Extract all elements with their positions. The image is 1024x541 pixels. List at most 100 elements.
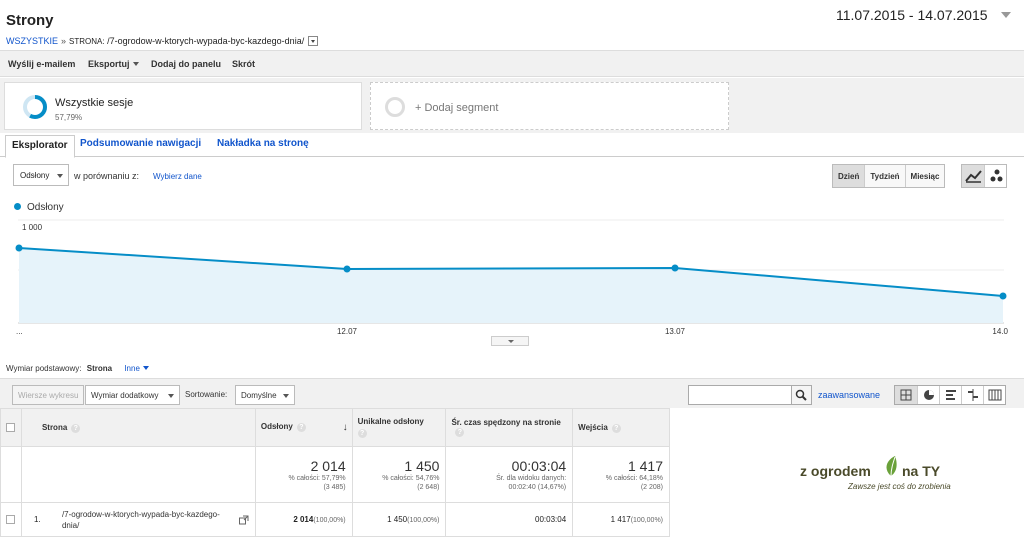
month-button[interactable]: Miesiąc (904, 165, 945, 187)
series-area (19, 248, 1003, 323)
chevron-down-icon[interactable] (1001, 12, 1011, 18)
header-pageviews[interactable]: Odsłony? ↓ (254, 408, 353, 447)
chart-legend: Odsłony (14, 202, 64, 213)
row-pageviews-value: 2 014 (293, 515, 314, 524)
secondary-dimension-select[interactable]: Wymiar dodatkowy (85, 385, 180, 405)
row-pageviews-pct: (100,00%) (313, 517, 346, 524)
row-page-link[interactable]: /7-ogrodow-w-ktorych-wypada-byc-kazdego-… (61, 509, 220, 530)
total-entrances-base: (2 208) (640, 483, 663, 491)
select-all-checkbox[interactable] (6, 423, 16, 432)
x-tick-label: 12.07 (337, 327, 358, 336)
tab-in-page-overlay[interactable]: Nakładka na stronę (217, 138, 309, 149)
metric-select[interactable]: Odsłony (13, 164, 69, 186)
data-point-2[interactable] (343, 265, 351, 273)
motion-chart-button[interactable] (985, 165, 1008, 187)
help-icon[interactable]: ? (455, 428, 465, 437)
total-entrances-value: 1 417 (627, 457, 663, 474)
breadcrumb: WSZYSTKIE» STRONA: /7-ogrodow-w-ktorych-w… (6, 36, 319, 46)
external-link-icon[interactable] (238, 515, 249, 525)
help-icon[interactable]: ? (71, 423, 81, 433)
add-segment-label: + Dodaj segment (415, 102, 499, 114)
segment-all-sessions[interactable]: Wszystkie sesje 57,79% (4, 82, 362, 130)
chevron-down-icon (283, 394, 289, 398)
plot-rows-button[interactable]: Wiersze wykresu (12, 385, 85, 405)
row-entrances: 1 417(100,00%) (572, 502, 670, 537)
chevron-down-icon (508, 340, 514, 343)
metric-select-value: Odsłony (20, 171, 50, 180)
series-dot-icon (14, 203, 21, 210)
header-entrances[interactable]: Wejścia? (572, 408, 670, 447)
segment-name: Wszystkie sesje (55, 97, 134, 109)
header-avg-time[interactable]: Śr. czas spędzony na stronie? (445, 408, 574, 447)
chart-resize-handle[interactable] (491, 336, 529, 346)
y-tick-label-top: 1 000 (22, 223, 43, 232)
row-index: 1. (33, 515, 41, 524)
legend-series-name: Odsłony (27, 202, 64, 213)
day-button[interactable]: Dzień (833, 165, 865, 187)
header-page-label: Strona (41, 422, 68, 432)
table-search-input[interactable] (688, 385, 812, 405)
total-unique-base: (2 648) (417, 483, 440, 491)
view-pie-button[interactable] (917, 386, 939, 404)
segment-donut-icon (23, 95, 47, 119)
add-to-dashboard-button[interactable]: Dodaj do panelu (151, 59, 222, 69)
row-avg-time: 00:03:04 (445, 502, 574, 537)
total-entrances-pct: % całości: 64,18% (605, 474, 663, 482)
primary-dimension-value[interactable]: Strona (86, 364, 113, 373)
total-pageviews-value: 2 014 (310, 457, 346, 474)
pie-icon (924, 390, 934, 400)
row-unique-value: 1 450 (387, 515, 408, 524)
report-tabs: Eksplorator Podsumowanie nawigacji Nakła… (0, 133, 1024, 158)
row-entrances-pct: (100,00%) (630, 517, 663, 524)
leaf-icon (886, 456, 897, 477)
help-icon[interactable]: ? (357, 429, 367, 438)
other-dimension-link[interactable]: Inne (124, 364, 140, 373)
primary-dimension-label: Wymiar podstawowy: (6, 364, 82, 373)
search-button[interactable] (791, 385, 812, 405)
logo-tagline: Zawsze jest coś do zrobienia (848, 482, 951, 491)
header-unique-pageviews[interactable]: Unikalne odsłony? (351, 408, 447, 447)
breadcrumb-dropdown-icon[interactable] (308, 36, 319, 46)
view-performance-button[interactable] (939, 386, 961, 404)
email-button[interactable]: Wyślij e-mailem (8, 59, 76, 69)
header-page[interactable]: Strona? (20, 408, 256, 447)
row-checkbox[interactable] (6, 515, 16, 524)
total-pageviews: 2 014 % całości: 57,79% (3 485) (254, 446, 353, 503)
add-segment-button[interactable]: + Dodaj segment (370, 82, 729, 130)
advanced-filter-link[interactable]: zaawansowane (818, 390, 881, 400)
sort-select-value: Domyślne (241, 391, 277, 400)
breadcrumb-separator: » (61, 36, 67, 46)
shortcut-button[interactable]: Skrót (232, 59, 256, 69)
totals-row: 2 014 % całości: 57,79% (3 485) 1 450 % … (0, 446, 670, 503)
data-point-3[interactable] (671, 264, 679, 272)
pivot-icon (988, 389, 1002, 401)
sort-select[interactable]: Domyślne (235, 385, 295, 405)
chevron-down-icon (142, 366, 149, 370)
page-title: Strony (6, 12, 54, 29)
data-point-4[interactable] (999, 292, 1007, 300)
export-button[interactable]: Eksportuj (88, 59, 139, 69)
row-entrances-value: 1 417 (610, 515, 631, 524)
header-avg-time-label: Śr. czas spędzony na stronie (451, 418, 561, 427)
x-tick-label: ... (16, 327, 23, 336)
line-chart-button[interactable] (962, 165, 985, 187)
report-header: Strony 11.07.2015 - 14.07.2015 WSZYSTKIE… (0, 0, 1024, 50)
comparison-icon (968, 389, 978, 401)
week-button[interactable]: Tydzień (864, 165, 904, 187)
help-icon[interactable]: ? (611, 423, 621, 433)
totals-empty-cell (0, 446, 22, 503)
choose-metric-link[interactable]: Wybierz dane (153, 172, 202, 181)
data-point-1[interactable] (15, 244, 23, 252)
date-range-picker[interactable]: 11.07.2015 - 14.07.2015 (836, 7, 988, 23)
tab-navigation-summary[interactable]: Podsumowanie nawigacji (80, 138, 202, 149)
breadcrumb-all-link[interactable]: WSZYSTKIE (6, 36, 59, 46)
view-comparison-button[interactable] (961, 386, 983, 404)
view-table-button[interactable] (895, 386, 917, 404)
total-unique: 1 450 % całości: 54,76% (2 648) (351, 446, 447, 503)
tab-explorer[interactable]: Eksplorator (5, 135, 75, 158)
chart-type-buttons (961, 164, 1007, 188)
line-chart-icon (965, 170, 982, 183)
help-icon[interactable]: ? (296, 423, 306, 432)
series-line (18, 247, 1004, 297)
view-pivot-button[interactable] (983, 386, 1005, 404)
